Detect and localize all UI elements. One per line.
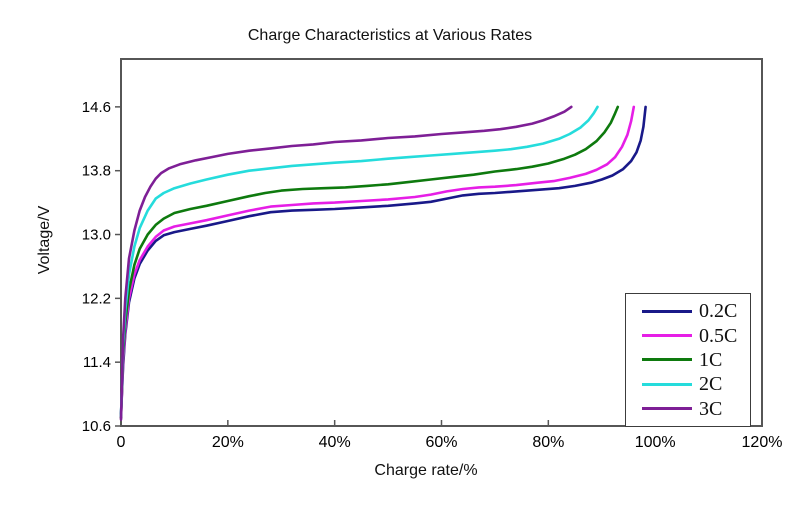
y-tick-label: 13.0 [82, 227, 111, 244]
legend-line-swatch [642, 358, 692, 362]
legend-box: 0.2C 0.5C 1C 2C 3C [625, 293, 751, 427]
legend-line-swatch [642, 334, 692, 338]
x-tick-label: 100% [635, 434, 676, 451]
chart-title: Charge Characteristics at Various Rates [247, 27, 533, 44]
series-line-0.5C [119, 105, 636, 420]
legend-line-swatch [642, 309, 692, 313]
legend-label: 1C [699, 348, 723, 371]
legend-item-0.2C: 0.2C [626, 301, 750, 321]
x-tick-label: 120% [742, 434, 783, 451]
x-tick-label: 40% [319, 434, 351, 451]
y-tick-label: 10.6 [82, 418, 111, 435]
legend-line-swatch [642, 407, 692, 411]
series-line-1C [119, 105, 620, 420]
legend-label: 0.2C [699, 300, 738, 323]
series-line-0.2C [119, 105, 647, 416]
legend-item-3C: 3C [626, 399, 750, 419]
y-tick-label: 13.8 [82, 163, 111, 180]
y-tick-label: 14.6 [82, 99, 111, 116]
x-tick-label: 0 [117, 434, 126, 451]
legend-label: 3C [699, 397, 723, 420]
legend-item-1C: 1C [626, 350, 750, 370]
legend-label: 0.5C [699, 324, 738, 347]
legend-label: 2C [699, 373, 723, 396]
x-tick-label: 60% [425, 434, 457, 451]
y-tick-label: 12.2 [82, 290, 111, 307]
legend-item-2C: 2C [626, 374, 750, 394]
legend-line-swatch [642, 382, 692, 386]
y-tick-label: 11.4 [83, 354, 111, 371]
legend-item-0.5C: 0.5C [626, 326, 750, 346]
x-tick-label: 80% [532, 434, 564, 451]
x-tick-label: 20% [212, 434, 244, 451]
series-line-3C [119, 105, 573, 421]
x-axis-title: Charge rate/% [374, 462, 478, 479]
series-line-2C [119, 105, 599, 418]
